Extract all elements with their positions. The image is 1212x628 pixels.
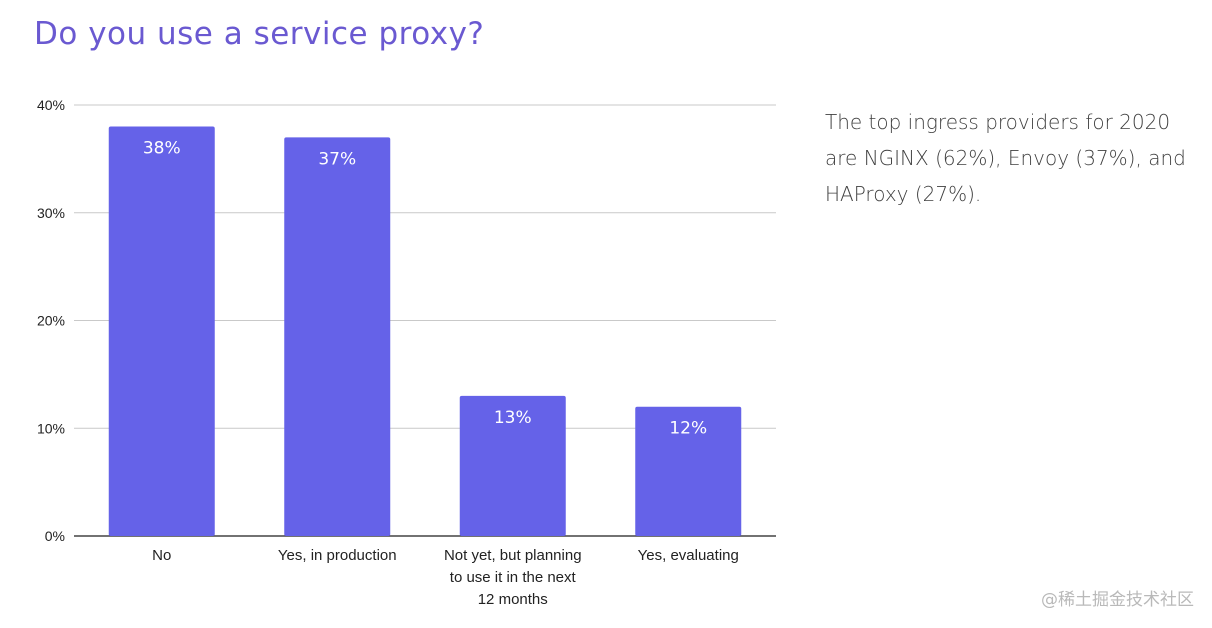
data-label: 37% <box>318 149 356 169</box>
x-tick-label-line: No <box>152 547 171 564</box>
x-tick-label-line: to use it in the next <box>450 569 577 586</box>
bars <box>108 126 742 537</box>
x-tick-label-line: 12 months <box>478 591 548 608</box>
bar <box>459 395 566 536</box>
y-tick-label: 20% <box>37 313 65 329</box>
data-label: 12% <box>669 419 707 439</box>
side-note: The top ingress providers for 2020 are N… <box>825 110 1186 206</box>
x-tick-label: Not yet, but planning to use it in the ne… <box>444 547 582 608</box>
x-tick-label: Yes, in production <box>278 547 397 564</box>
bar <box>108 126 215 537</box>
bar <box>635 406 742 536</box>
data-label: 13% <box>494 408 532 428</box>
y-axis-ticks: 0% 10% 20% 30% 40% <box>37 97 65 544</box>
data-labels: 38% 37% 13% 12% <box>143 139 707 439</box>
bar-chart: 38% 37% 13% 12% 0% 10% 20% 30% 40% No Yes, in pr… <box>37 97 776 608</box>
y-tick-label: 40% <box>37 97 65 113</box>
x-axis-ticks: No Yes, in production Not yet, but plannin… <box>152 547 739 608</box>
x-tick-label-line: Yes, evaluating <box>638 547 739 564</box>
chart-title: Do you use a service proxy? <box>34 16 485 52</box>
data-label: 38% <box>143 139 181 159</box>
y-tick-label: 10% <box>37 420 65 436</box>
bar <box>284 137 391 536</box>
y-tick-label: 0% <box>45 528 65 544</box>
y-tick-label: 30% <box>37 205 65 221</box>
x-tick-label-line: Yes, in production <box>278 547 397 564</box>
x-tick-label: Yes, evaluating <box>638 547 739 564</box>
x-tick-label-line: Not yet, but planning <box>444 547 582 564</box>
x-tick-label: No <box>152 547 171 564</box>
watermark: @稀土掘金技术社区 <box>1041 590 1194 610</box>
